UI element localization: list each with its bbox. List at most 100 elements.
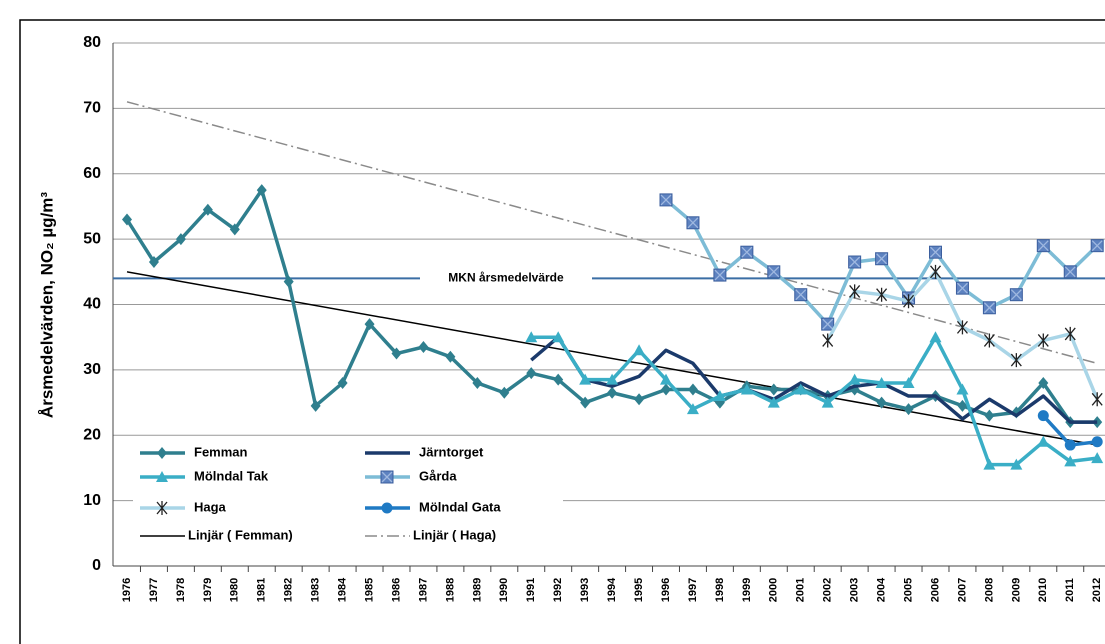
- x-tick-label: 2006: [929, 578, 941, 602]
- x-tick-label: 1996: [660, 578, 672, 602]
- marker-cross: [660, 194, 672, 206]
- point: [876, 396, 887, 409]
- trend-line: [126, 101, 1098, 365]
- marker-cross: [1010, 289, 1022, 301]
- x-tick-label: 1988: [444, 578, 456, 602]
- x-tick-label: 1986: [390, 578, 402, 602]
- point: [983, 458, 996, 470]
- point: [391, 347, 402, 360]
- point: [579, 373, 592, 385]
- point: [849, 284, 861, 299]
- point: [1038, 376, 1049, 389]
- point: [767, 265, 781, 279]
- point: [659, 193, 673, 207]
- point: [768, 383, 779, 396]
- x-tick-label: 2012: [1091, 578, 1103, 602]
- marker-cross: [822, 318, 834, 330]
- marker-cross: [983, 302, 995, 314]
- point: [634, 393, 645, 406]
- x-tick-label: 1994: [606, 577, 618, 602]
- marker-cross: [849, 256, 861, 268]
- point: [687, 383, 698, 396]
- point: [526, 367, 537, 380]
- point: [821, 396, 834, 408]
- point: [822, 333, 834, 348]
- x-tick-label: 1997: [687, 578, 699, 602]
- marker-cross: [741, 246, 753, 258]
- marker-cross: [1037, 240, 1049, 252]
- point: [552, 331, 565, 343]
- point: [1037, 333, 1049, 348]
- point: [713, 390, 726, 402]
- legend-label: Femman: [194, 444, 248, 459]
- point: [902, 376, 915, 388]
- point: [983, 333, 995, 348]
- point: [794, 288, 808, 302]
- legend-marker: [156, 471, 168, 482]
- point: [957, 399, 968, 412]
- legend-marker: [157, 447, 167, 459]
- point: [956, 320, 968, 335]
- point: [661, 383, 671, 396]
- point: [1064, 455, 1077, 467]
- marker-cross: [1064, 266, 1076, 278]
- point: [122, 213, 132, 226]
- point: [686, 403, 699, 415]
- legend-label: Järntorget: [419, 444, 484, 459]
- x-tick-label: 1982: [283, 578, 295, 602]
- point: [499, 386, 510, 399]
- series-line: [531, 335, 1098, 467]
- y-tick-label: 20: [83, 426, 101, 443]
- y-tick-label: 80: [83, 34, 101, 51]
- x-tick-label: 1980: [229, 578, 241, 602]
- legend-bg: [133, 440, 563, 552]
- marker-cross: [381, 471, 393, 483]
- legend-label: Mölndal Gata: [419, 499, 501, 514]
- point: [256, 184, 267, 197]
- x-tick-label: 1989: [471, 578, 483, 602]
- point: [418, 340, 429, 353]
- marker-cross: [714, 269, 726, 281]
- point: [310, 399, 321, 412]
- point: [337, 376, 348, 389]
- x-tick-label: 1995: [633, 578, 645, 602]
- reference-label-bg: [420, 268, 592, 289]
- x-tick-label: 2001: [795, 578, 807, 602]
- point: [956, 383, 969, 395]
- y-tick-label: 60: [83, 165, 101, 182]
- x-tick-label: 2009: [1010, 578, 1022, 602]
- legend-label: Gårda: [419, 468, 457, 483]
- marker-cross: [1091, 240, 1103, 252]
- marker-cross: [687, 217, 699, 229]
- point: [1064, 439, 1076, 451]
- legend-label: Linjär ( Haga): [413, 527, 496, 542]
- legend-marker: [381, 502, 393, 514]
- x-tick-label: 1977: [148, 578, 160, 602]
- marker-cross: [795, 289, 807, 301]
- x-tick-label: 1981: [256, 578, 268, 602]
- point: [148, 256, 159, 269]
- point: [1037, 435, 1050, 447]
- marker-cross: [930, 246, 941, 258]
- point: [607, 386, 618, 399]
- x-tick-label: 1978: [175, 578, 187, 602]
- x-tick-label: 2003: [849, 578, 861, 602]
- y-tick-label: 30: [83, 361, 101, 378]
- point: [1010, 353, 1022, 368]
- x-tick-label: 2008: [983, 578, 995, 602]
- marker-cross: [956, 282, 968, 294]
- x-tick-label: 2005: [902, 578, 914, 602]
- x-tick-label: 1979: [202, 578, 214, 602]
- x-tick-label: 2000: [768, 578, 780, 602]
- point: [1091, 436, 1103, 448]
- x-tick-label: 1999: [741, 578, 753, 602]
- x-tick-label: 2007: [956, 578, 968, 602]
- point: [1064, 326, 1076, 341]
- legend-label: Haga: [194, 499, 227, 514]
- point: [767, 396, 780, 408]
- reference-label: MKN årsmedelvärde: [448, 271, 564, 285]
- x-tick-label: 1993: [579, 578, 591, 602]
- point: [903, 294, 915, 309]
- point: [283, 275, 294, 288]
- y-axis-label: Årsmedelvärden, NO₂ µg/m³: [37, 192, 56, 418]
